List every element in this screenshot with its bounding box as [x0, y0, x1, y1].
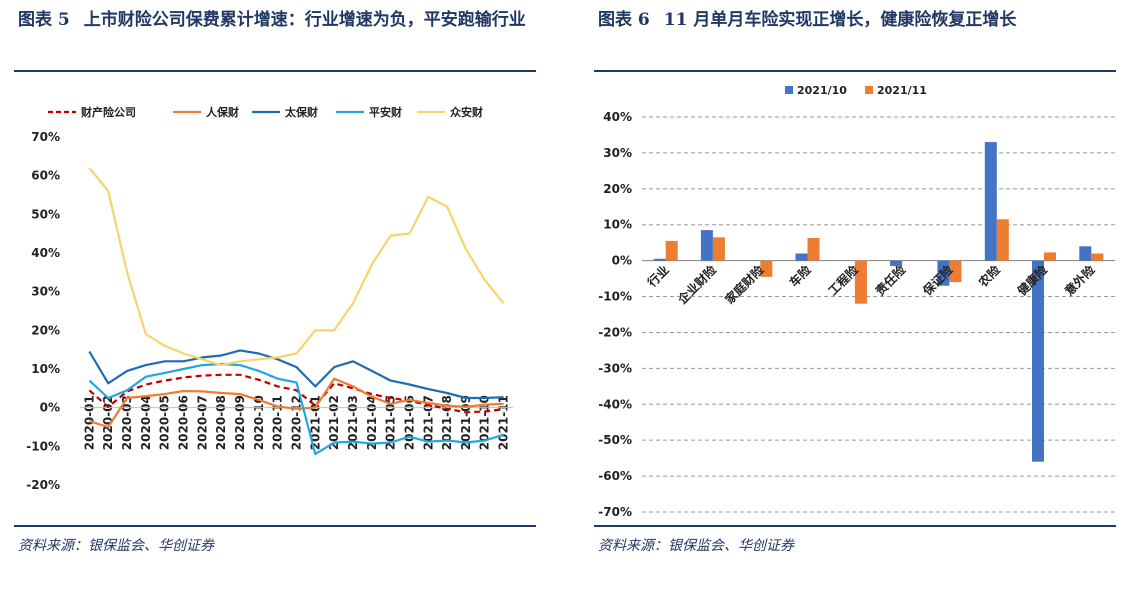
right-x-category-label: 行业 — [643, 262, 671, 290]
left-x-tick-label: 2020-05 — [158, 395, 172, 450]
right-bar-chart: 2021/10 2021/11 -70% -60% -50% -40% -30% -20% -1… — [598, 84, 1115, 519]
bar-0-1 — [700, 230, 713, 261]
right-figure-label: 图表 6 — [598, 10, 650, 30]
right-y-tick-label: -30% — [598, 361, 632, 375]
series-line-4 — [88, 167, 505, 367]
series-line-0 — [88, 373, 504, 414]
bar-1-1 — [712, 237, 725, 261]
right-y-tick-label: -10% — [598, 290, 632, 304]
left-figure-panel: 图表 5 上市财险公司保费累计增速：行业增速为负，平安跑输行业 财产险公司 人保财 太… — [0, 0, 545, 597]
left-x-tick-label: 2020-06 — [177, 395, 191, 450]
right-y-tick-label: 30% — [603, 146, 632, 160]
legend-swatch-1 — [865, 86, 873, 94]
right-figure-title: 图表 6 11 月单月车险实现正增长，健康险恢复正增长 — [598, 6, 1118, 35]
left-x-tick-label: 2021-07 — [421, 395, 435, 450]
right-y-tick-label: -50% — [598, 433, 632, 447]
bar-0-0 — [653, 258, 666, 261]
left-y-tick-label: 60% — [31, 169, 60, 183]
right-x-category-label: 农险 — [975, 261, 1004, 290]
left-legend: 财产险公司 人保财 太保财 平安财 众安财 — [48, 105, 483, 119]
right-source-rule — [594, 525, 1116, 527]
left-x-tick-label: 2020-01 — [82, 395, 96, 450]
right-source-note: 资料来源：银保监会、华创证券 — [598, 538, 794, 554]
right-y-tick-label: -40% — [598, 397, 632, 411]
left-x-tick-label: 2021-03 — [346, 395, 360, 450]
right-x-category-label: 意外险 — [1061, 261, 1098, 298]
right-y-tick-label: -70% — [598, 505, 632, 519]
bar-0-9 — [1079, 246, 1092, 261]
bar-0-5 — [890, 260, 903, 266]
legend-label-0: 2021/10 — [797, 84, 847, 97]
series-line-3 — [88, 362, 504, 456]
left-y-tick-label: 30% — [31, 285, 60, 299]
series-line-1 — [89, 377, 504, 429]
left-x-tick-label: 2021-09 — [459, 395, 473, 450]
left-y-tick-label: 40% — [31, 246, 60, 260]
left-x-tick-label: 2020-04 — [139, 395, 153, 450]
legend-swatch-0 — [785, 86, 793, 94]
left-y-tick-label: 0% — [40, 401, 60, 415]
right-y-tick-label: 10% — [603, 218, 632, 232]
left-y-tick-label: 50% — [31, 207, 60, 221]
legend-label-4: 众安财 — [450, 105, 483, 119]
right-y-tick-label: -60% — [598, 469, 632, 483]
bar-1-8 — [1044, 252, 1056, 261]
left-figure-label: 图表 5 — [18, 10, 70, 30]
right-figure-title-text: 11 月单月车险实现正增长，健康险恢复正增长 — [663, 10, 1017, 30]
right-x-category-label: 家庭财险 — [722, 261, 767, 306]
right-y-tick-label: -20% — [598, 325, 632, 339]
legend-label-3: 平安财 — [369, 105, 402, 119]
left-figure-title-text: 上市财险公司保费累计增速：行业增速为负，平安跑输行业 — [83, 10, 526, 30]
left-x-tick-label: 2021-08 — [440, 395, 454, 450]
bar-0-8 — [1032, 260, 1044, 462]
left-x-tick-label: 2020-02 — [101, 395, 115, 450]
bar-1-0 — [665, 240, 678, 261]
right-x-category-label: 企业财险 — [674, 261, 720, 307]
left-x-tick-label: 2020-08 — [214, 395, 228, 450]
bar-1-3 — [807, 238, 820, 261]
series-line-2 — [88, 349, 504, 400]
left-x-tick-label: 2020-09 — [233, 395, 247, 450]
bar-0-6 — [937, 260, 950, 286]
bar-1-6 — [949, 260, 962, 283]
right-y-tick-label: 40% — [603, 110, 632, 124]
left-title-rule — [14, 70, 536, 72]
left-x-tick-label: 2021-06 — [402, 395, 416, 450]
left-x-tick-label: 2021-01 — [308, 395, 322, 450]
right-legend: 2021/10 2021/11 — [785, 84, 927, 97]
left-y-tick-label: -10% — [26, 439, 60, 453]
left-x-tick-label: 2021-04 — [365, 395, 379, 450]
right-x-category-label: 责任险 — [872, 261, 909, 298]
left-x-tick-label: 2020-07 — [195, 395, 209, 450]
left-x-tick-label: 2021-10 — [478, 395, 492, 450]
right-x-category-label: 车险 — [786, 261, 814, 289]
bar-1-4 — [854, 260, 867, 304]
bar-1-2 — [760, 260, 773, 277]
bar-1-9 — [1091, 253, 1104, 261]
bar-1-7 — [996, 219, 1009, 261]
left-line-chart: 财产险公司 人保财 太保财 平安财 众安财 -20% -10% 0% 10% 20% 30% 40% 5… — [26, 105, 513, 492]
left-figure-title: 图表 5 上市财险公司保费累计增速：行业增速为负，平安跑输行业 — [18, 6, 538, 35]
right-title-rule — [594, 70, 1116, 72]
left-x-tick-label: 2020-11 — [271, 395, 285, 450]
right-figure-panel: 图表 6 11 月单月车险实现正增长，健康险恢复正增长 2021/10 2021/1… — [580, 0, 1125, 597]
left-y-tick-label: -20% — [26, 478, 60, 492]
left-y-tick-label: 10% — [31, 362, 60, 376]
left-x-tick-label: 2021-02 — [327, 395, 341, 450]
left-source-note: 资料来源：银保监会、华创证券 — [18, 538, 214, 554]
left-y-tick-label: 20% — [31, 323, 60, 337]
left-y-tick-label: 70% — [31, 130, 60, 144]
left-x-tick-label: 2021-05 — [384, 395, 398, 450]
right-y-tick-label: 0% — [612, 254, 632, 268]
left-x-tick-label: 2020-03 — [120, 395, 134, 450]
legend-label-0: 财产险公司 — [80, 105, 136, 119]
right-y-tick-label: 20% — [603, 182, 632, 196]
left-source-rule — [14, 525, 536, 527]
left-x-tick-label: 2020-10 — [252, 395, 266, 450]
bar-0-3 — [795, 253, 808, 261]
legend-label-1: 人保财 — [206, 105, 239, 119]
bar-0-7 — [984, 142, 997, 261]
legend-label-1: 2021/11 — [877, 84, 927, 97]
legend-label-2: 太保财 — [284, 105, 318, 119]
